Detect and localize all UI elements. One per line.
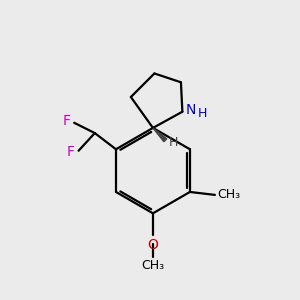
Text: O: O (148, 238, 158, 252)
Text: N: N (186, 103, 196, 117)
Text: H: H (198, 107, 207, 120)
Text: CH₃: CH₃ (217, 188, 240, 201)
Polygon shape (153, 128, 167, 142)
Text: CH₃: CH₃ (141, 259, 164, 272)
Text: H: H (168, 136, 178, 149)
Text: F: F (67, 145, 75, 159)
Text: F: F (62, 114, 70, 128)
